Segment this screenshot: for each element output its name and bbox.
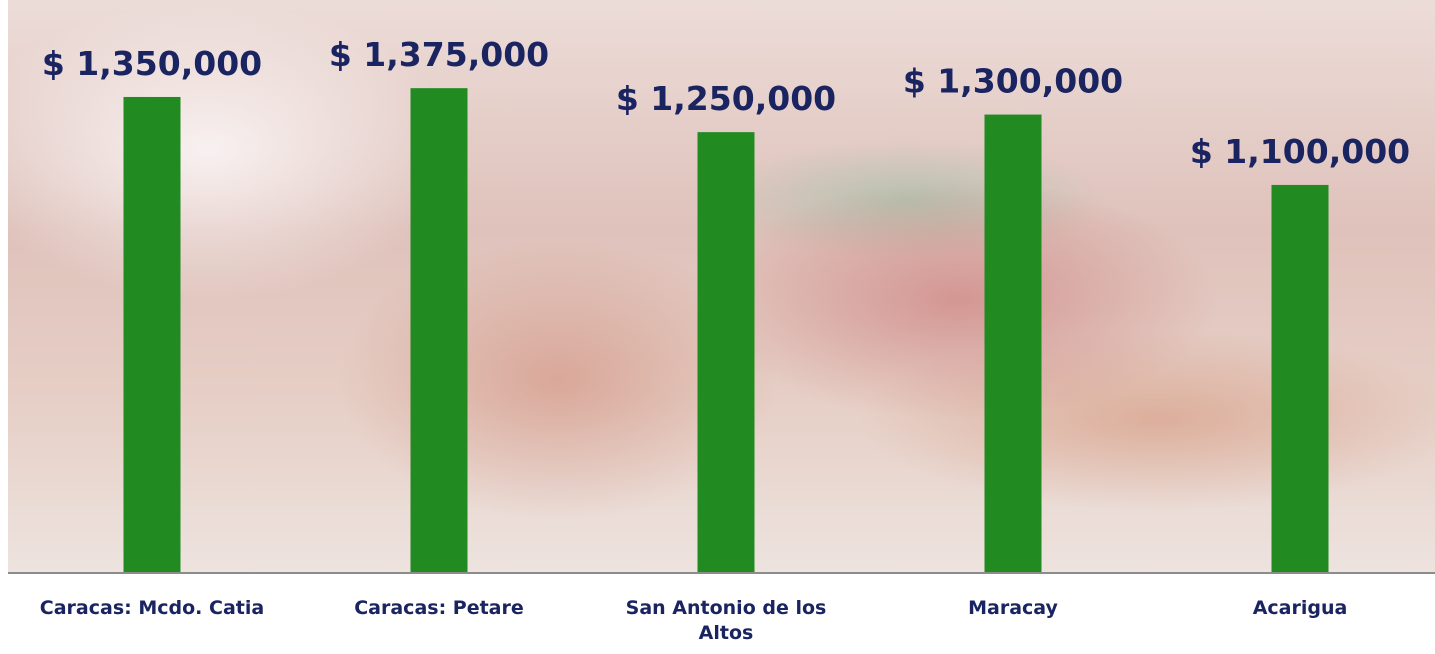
value-label: $ 1,100,000: [1190, 132, 1410, 171]
value-label: $ 1,375,000: [329, 35, 549, 74]
bar: [411, 88, 468, 572]
bar: [124, 97, 181, 572]
value-label: $ 1,300,000: [903, 62, 1123, 101]
x-tick-label: Maracay: [893, 596, 1133, 621]
x-tick-label: Caracas: Petare: [319, 596, 559, 621]
page: $ 1,350,000 $ 1,375,000 $ 1,250,000 $ 1,300…: [0, 0, 1435, 654]
x-tick-label: Caracas: Mcdo. Catia: [32, 596, 272, 621]
bar: [1272, 185, 1329, 572]
bar: [698, 132, 755, 572]
value-label: $ 1,350,000: [42, 44, 262, 83]
value-label: $ 1,250,000: [616, 79, 836, 118]
bar: [985, 115, 1042, 572]
x-tick-label: San Antonio de los Altos: [606, 596, 846, 646]
x-tick-label: Acarigua: [1180, 596, 1420, 621]
chart: $ 1,350,000 $ 1,375,000 $ 1,250,000 $ 1,300…: [0, 0, 1435, 654]
